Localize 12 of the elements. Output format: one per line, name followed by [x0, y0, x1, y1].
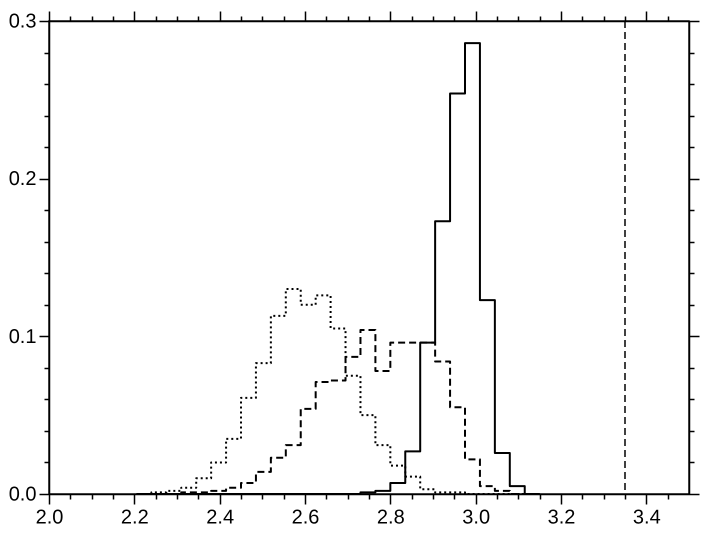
x-tick-label: 2.0 [36, 506, 64, 528]
x-tick-label: 3.2 [548, 506, 576, 528]
x-tick-label: 3.0 [462, 506, 490, 528]
x-tick-label: 2.4 [206, 506, 234, 528]
y-tick-label: 0.2 [8, 168, 36, 190]
x-tick-label: 3.4 [632, 506, 661, 528]
y-tick-label: 0.3 [8, 10, 36, 32]
y-tick-label: 0.0 [8, 484, 36, 506]
x-tick-label: 2.2 [120, 506, 149, 528]
x-tick-label: 2.6 [292, 506, 320, 528]
x-tick-label: 2.8 [376, 506, 405, 528]
y-tick-label: 0.1 [8, 326, 36, 348]
